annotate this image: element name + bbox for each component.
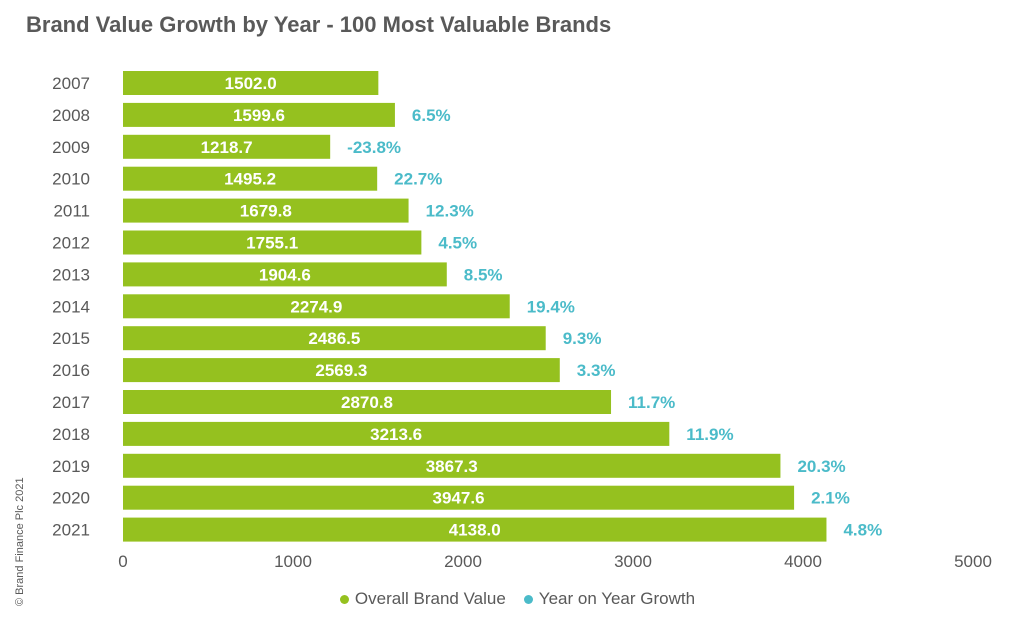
bar-value-label: 1218.7 (201, 138, 253, 157)
category-label: 2011 (53, 202, 90, 221)
category-label: 2020 (52, 489, 90, 508)
x-tick-label: 5000 (954, 552, 992, 571)
bar-value-label: 3867.3 (426, 457, 478, 476)
bar (123, 262, 447, 287)
category-label: 2009 (52, 138, 90, 157)
growth-label: 3.3% (577, 361, 616, 380)
bar-chart: 2007 1502.0 2008 1599.6 6.5% 2009 1218.7 -23.8%… (52, 71, 992, 571)
bar-value-label: 1495.2 (224, 170, 276, 189)
legend-item-growth: Year on Year Growth (523, 589, 696, 609)
bar (123, 358, 560, 383)
legend-label-growth: Year on Year Growth (538, 589, 696, 608)
growth-label: 11.7% (628, 393, 675, 412)
growth-label: 6.5% (412, 106, 451, 125)
bar-value-label: 3213.6 (370, 425, 422, 444)
growth-label: 2.1% (811, 489, 850, 508)
chart-title: Brand Value Growth by Year - 100 Most Va… (26, 12, 612, 37)
legend-item-brand-value: Overall Brand Value (339, 589, 506, 609)
legend-dot-green-icon (339, 594, 349, 604)
bar-value-label: 1904.6 (259, 265, 311, 284)
category-label: 2012 (52, 234, 90, 253)
x-tick-label: 0 (118, 552, 127, 571)
bar-value-label: 2569.3 (315, 361, 367, 380)
bar-value-label: 4138.0 (449, 521, 501, 540)
x-tick-label: 1000 (274, 552, 312, 571)
x-tick-label: 4000 (784, 552, 822, 571)
bar (123, 453, 781, 478)
category-label: 2017 (52, 393, 90, 412)
bar-value-label: 1679.8 (240, 202, 292, 221)
category-label: 2008 (52, 106, 90, 125)
bar-value-label: 1502.0 (225, 74, 277, 93)
growth-label: 8.5% (464, 265, 503, 284)
bar (123, 294, 510, 319)
bar (123, 198, 409, 223)
x-tick-label: 3000 (614, 552, 652, 571)
bar (123, 421, 670, 446)
bar (123, 230, 422, 255)
bar (123, 71, 379, 95)
growth-label: 11.9% (686, 425, 733, 444)
growth-label: 9.3% (563, 329, 602, 348)
x-tick-label: 2000 (444, 552, 482, 571)
category-label: 2007 (52, 74, 90, 93)
category-label: 2021 (52, 521, 90, 540)
bar (123, 390, 612, 414)
bar-value-label: 2274.9 (290, 297, 342, 316)
bar-value-label: 2870.8 (341, 393, 393, 412)
legend-label-brand-value: Overall Brand Value (354, 589, 506, 608)
bar-value-label: 1755.1 (246, 234, 298, 253)
category-label: 2019 (52, 457, 90, 476)
category-label: 2010 (52, 170, 90, 189)
chart-legend: Overall Brand Value Year on Year Growth (0, 589, 1035, 609)
bar (123, 102, 395, 127)
bar (123, 326, 546, 351)
growth-label: 4.8% (843, 521, 882, 540)
category-label: 2018 (52, 425, 90, 444)
category-label: 2015 (52, 329, 90, 348)
growth-label: 12.3% (426, 202, 474, 221)
growth-label: 4.5% (438, 234, 477, 253)
growth-label: -23.8% (347, 138, 401, 157)
bar-value-label: 3947.6 (433, 489, 485, 508)
growth-label: 22.7% (394, 170, 442, 189)
category-label: 2014 (52, 297, 90, 316)
category-label: 2016 (52, 361, 90, 380)
category-label: 2013 (52, 265, 90, 284)
bar-value-label: 1599.6 (233, 106, 285, 125)
bar (123, 517, 827, 542)
bar-value-label: 2486.5 (308, 329, 360, 348)
bar (123, 134, 331, 159)
growth-label: 20.3% (797, 457, 845, 476)
legend-dot-blue-icon (523, 594, 533, 604)
growth-label: 19.4% (527, 297, 575, 316)
bar (123, 166, 378, 191)
bar (123, 485, 795, 510)
